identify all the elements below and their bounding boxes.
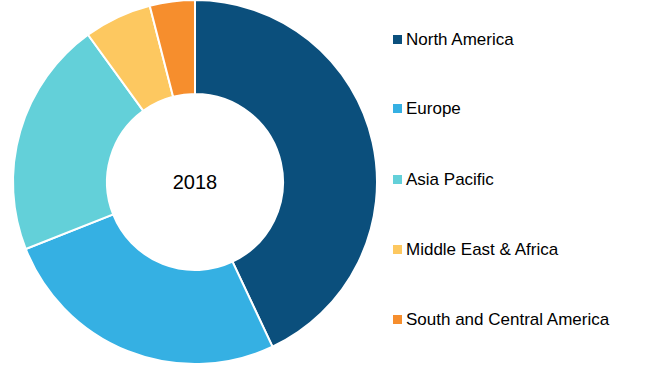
- legend-swatch: [393, 175, 402, 184]
- slice: [150, 0, 195, 97]
- legend-swatch: [393, 35, 402, 44]
- legend-label: North America: [406, 30, 514, 49]
- legend: North America Europe Asia Pacific Middle Ea…: [393, 30, 610, 329]
- legend-swatch: [393, 245, 402, 254]
- slices: [13, 0, 377, 364]
- legend-label: Asia Pacific: [406, 170, 494, 189]
- legend-label: Middle East & Africa: [406, 240, 559, 259]
- slice: [26, 214, 273, 364]
- legend-swatch: [393, 315, 402, 324]
- legend-label: Europe: [406, 99, 461, 118]
- chart: 2018 North America Europe Asia Pacific Middl…: [0, 0, 652, 375]
- center-label: 2018: [173, 171, 218, 193]
- legend-label: South and Central America: [406, 310, 610, 329]
- legend-swatch: [393, 104, 402, 113]
